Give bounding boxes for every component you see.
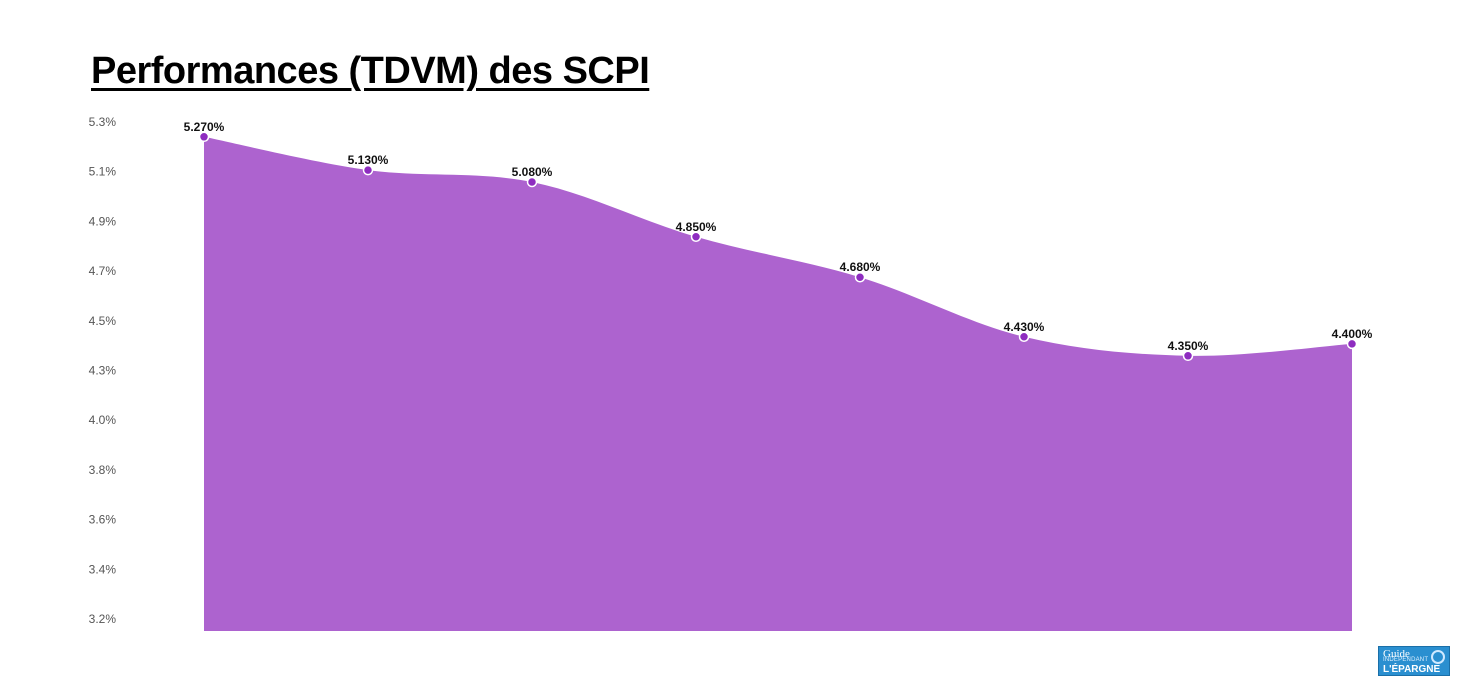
data-label: 5.080% xyxy=(512,165,553,179)
brand-logo: Guide INDÉPENDANT L'ÉPARGNE xyxy=(1378,646,1450,676)
data-label: 5.130% xyxy=(348,153,389,167)
y-tick-label: 4.5% xyxy=(89,314,117,328)
y-tick-label: 4.3% xyxy=(89,364,117,378)
y-tick-label: 4.0% xyxy=(89,413,117,427)
y-tick-label: 5.3% xyxy=(89,115,117,129)
y-tick-label: 4.7% xyxy=(89,264,117,278)
logo-line-2: INDÉPENDANT xyxy=(1383,657,1429,663)
area-series xyxy=(204,136,1352,632)
data-label: 4.430% xyxy=(1004,320,1045,334)
y-tick-label: 3.4% xyxy=(89,562,117,576)
data-point xyxy=(198,131,210,143)
data-label: 5.270% xyxy=(184,120,225,134)
y-tick-label: 3.6% xyxy=(89,513,117,527)
y-tick-label: 3.8% xyxy=(89,463,117,477)
data-point xyxy=(526,176,538,188)
data-point xyxy=(1018,331,1030,343)
data-label: 4.850% xyxy=(676,220,717,234)
data-point xyxy=(690,231,702,243)
y-tick-label: 4.9% xyxy=(89,214,117,228)
logo-ring-icon xyxy=(1431,650,1445,664)
data-point xyxy=(1346,338,1358,350)
data-point xyxy=(854,271,866,283)
data-point xyxy=(1182,350,1194,362)
data-label: 4.400% xyxy=(1332,327,1373,341)
chart-title: Performances (TDVM) des SCPI xyxy=(91,50,650,92)
data-label: 4.350% xyxy=(1168,339,1209,353)
data-label: 4.680% xyxy=(840,260,881,274)
logo-line-1: Guide xyxy=(1383,648,1410,660)
data-point xyxy=(362,164,374,176)
y-tick-label: 3.2% xyxy=(89,612,117,626)
logo-line-3: L'ÉPARGNE xyxy=(1383,664,1441,675)
y-tick-label: 5.1% xyxy=(89,165,117,179)
